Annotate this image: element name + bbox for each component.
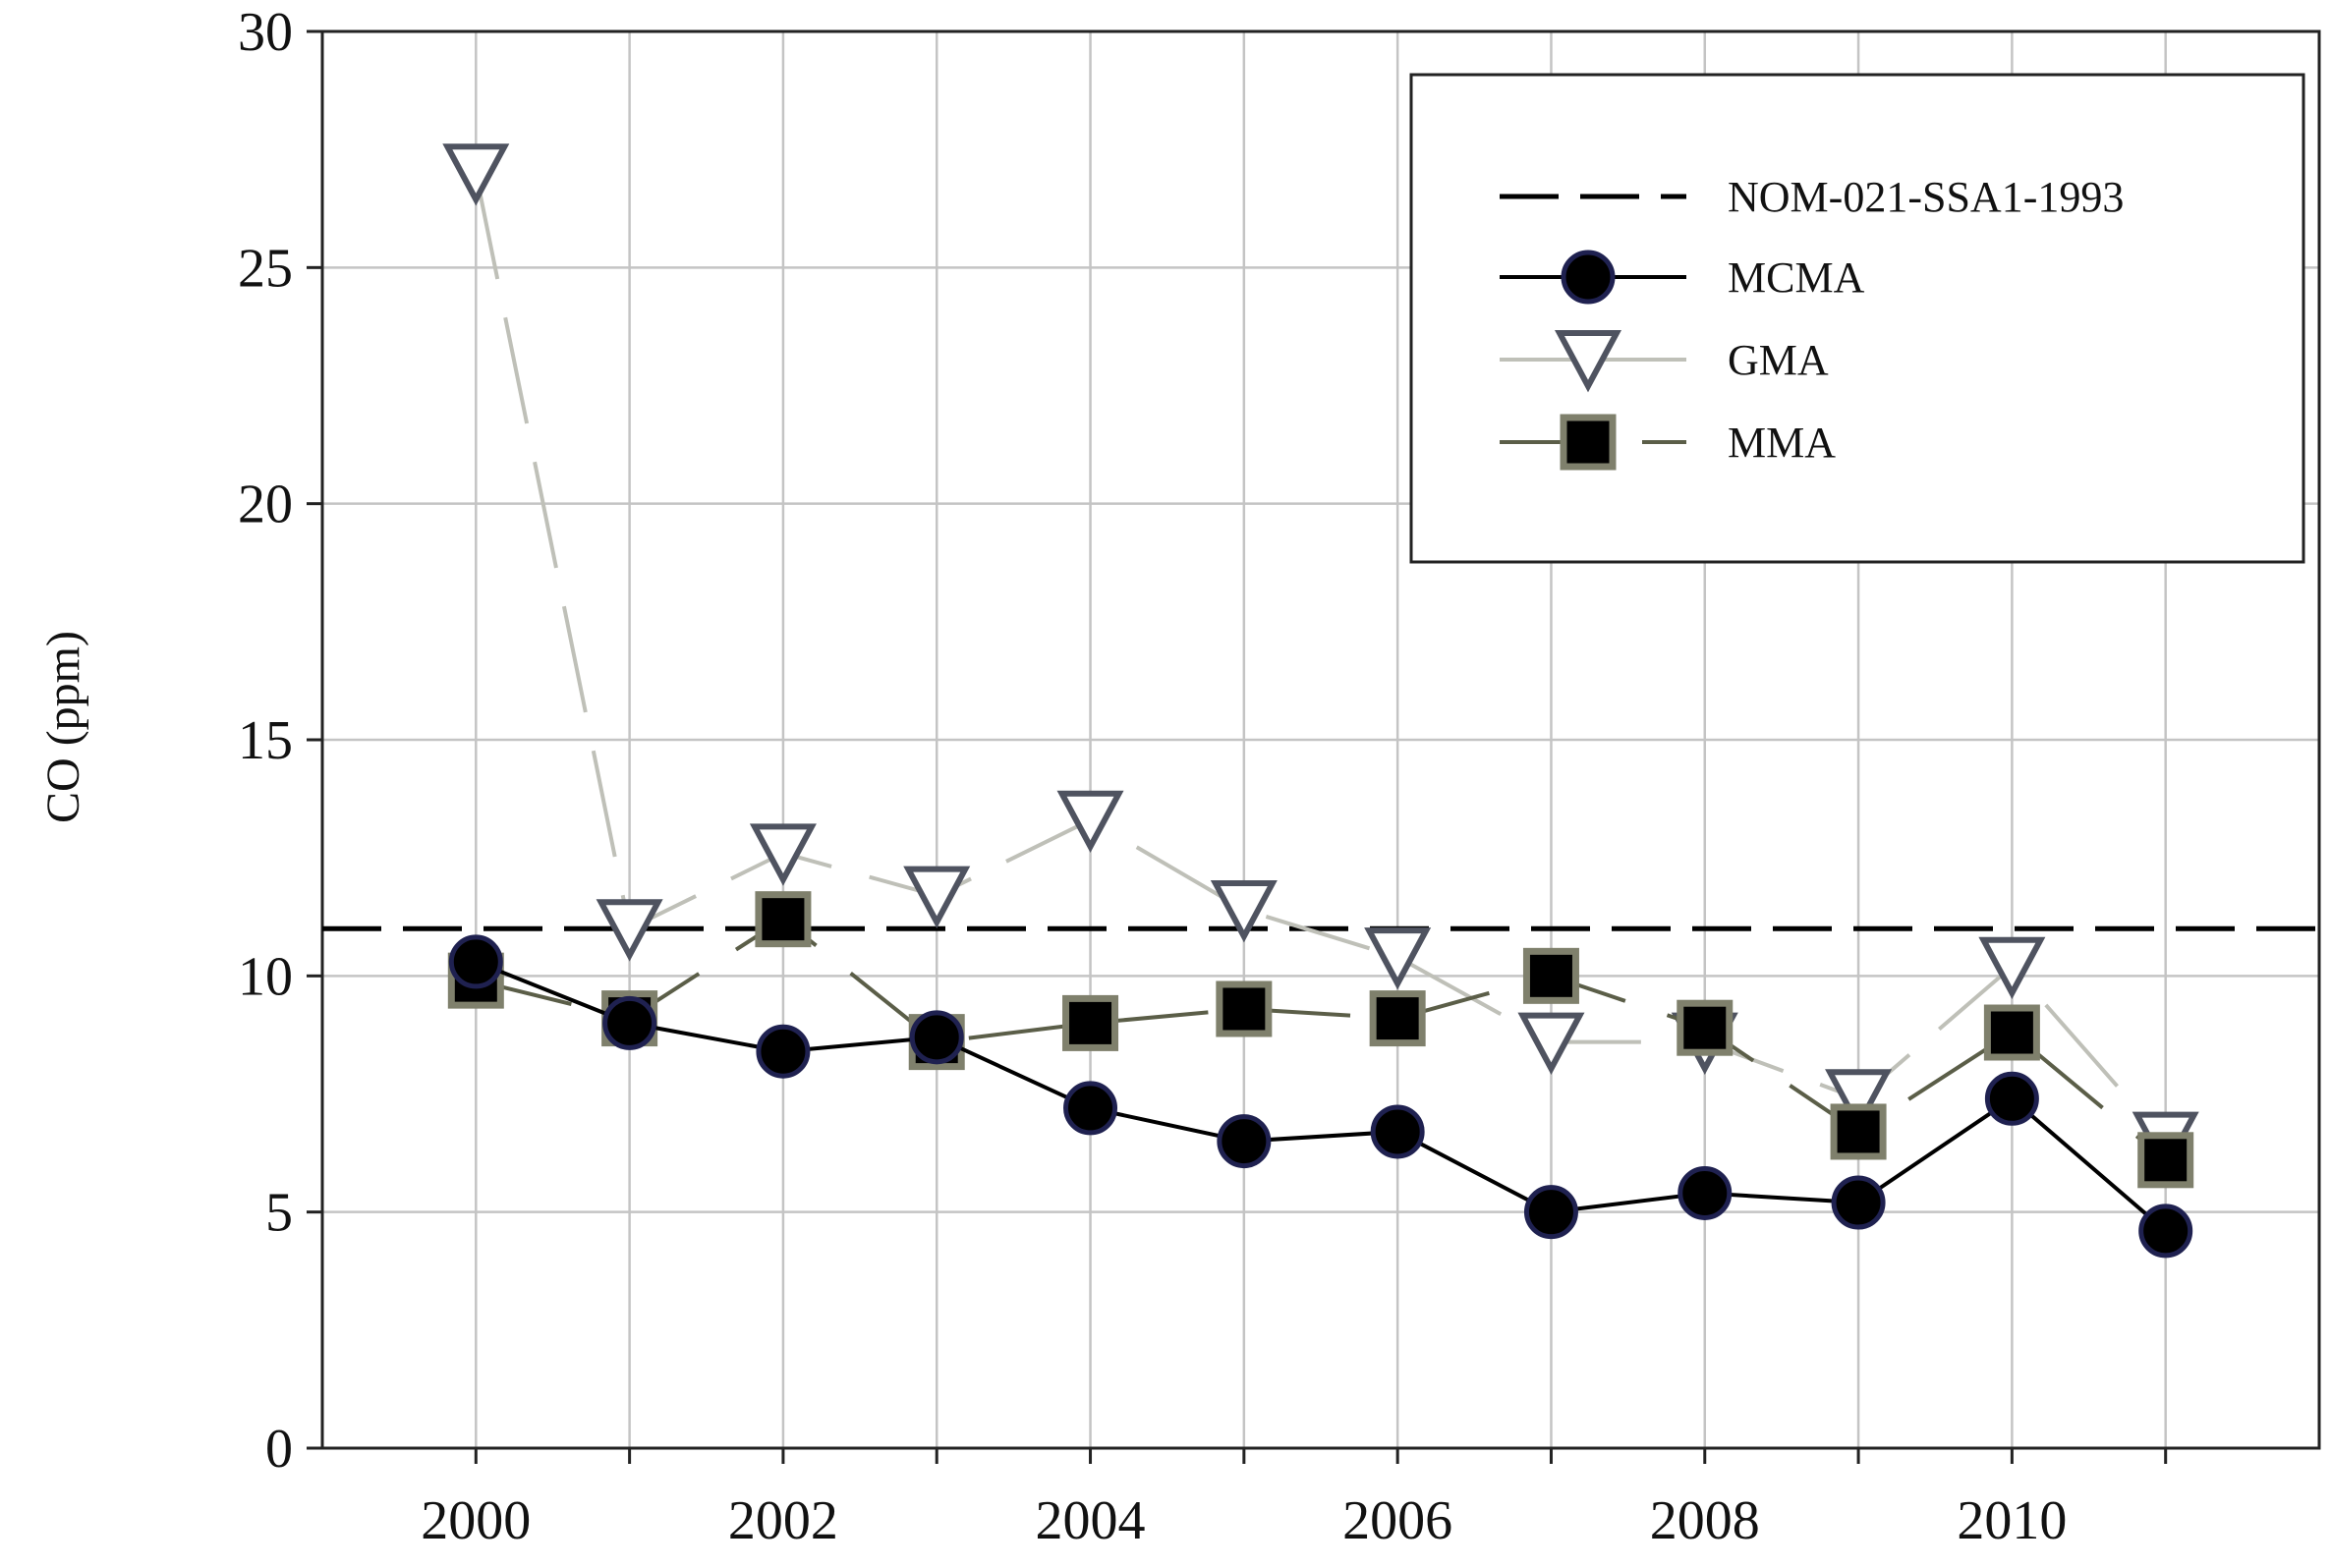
data-point-gma	[1210, 880, 1278, 943]
data-point-mcma	[909, 1010, 964, 1065]
legend-label-mcma: MCMA	[1728, 253, 1865, 302]
data-point-mcma	[1831, 1175, 1886, 1230]
legend-marker-mma	[1560, 414, 1617, 471]
data-point-mcma	[1217, 1114, 1272, 1169]
data-point-mcma	[448, 934, 503, 989]
x-tick-label: 2006	[1342, 1490, 1452, 1551]
y-tick-label: 30	[238, 2, 293, 63]
series-mcma	[448, 934, 2193, 1259]
data-point-mma	[1983, 1004, 2040, 1061]
data-point-gma	[1517, 1012, 1585, 1075]
data-point-mcma	[2138, 1204, 2193, 1259]
y-tick-label: 25	[238, 238, 293, 299]
x-tick-label: 2008	[1650, 1490, 1760, 1551]
legend-marker-mcma	[1561, 250, 1616, 305]
legend-label-mma: MMA	[1728, 419, 1836, 467]
legend-label-gma: GMA	[1728, 336, 1829, 384]
data-point-mcma	[1063, 1081, 1118, 1136]
y-tick-label: 20	[238, 475, 293, 535]
x-tick-label: 2000	[421, 1490, 531, 1551]
data-point-gma	[442, 143, 510, 206]
data-point-mcma	[1523, 1185, 1578, 1240]
data-point-mma	[1369, 990, 1426, 1047]
legend-label-reference: NOM-021-SSA1-1993	[1728, 173, 2124, 221]
legend-box	[1409, 73, 2305, 564]
y-tick-label: 10	[238, 946, 293, 1007]
data-point-gma	[596, 899, 663, 962]
y-tick-label: 0	[265, 1419, 293, 1480]
data-point-mma	[1216, 980, 1273, 1037]
data-point-mma	[755, 891, 812, 948]
data-point-gma	[1825, 1069, 1893, 1132]
y-tick-label: 5	[265, 1183, 293, 1244]
y-axis: 0 5 10 15 20 25 30	[238, 2, 322, 1480]
data-point-mma	[2137, 1132, 2194, 1189]
x-tick-label: 2010	[1957, 1490, 2067, 1551]
data-point-mma	[1062, 994, 1119, 1051]
y-axis-title: CO (ppm)	[37, 631, 89, 823]
data-point-mma	[1677, 999, 1734, 1056]
y-tick-label: 15	[238, 710, 293, 771]
x-tick-label: 2002	[728, 1490, 838, 1551]
legend-marker-gma	[1554, 330, 1622, 393]
data-point-gma	[1978, 936, 2046, 1000]
data-point-gma	[1364, 927, 1432, 990]
data-point-gma	[749, 823, 817, 886]
series-layer	[442, 143, 2199, 1259]
data-point-gma	[903, 866, 971, 928]
data-point-mcma	[602, 995, 657, 1050]
data-point-mcma	[1984, 1071, 2039, 1126]
x-axis: 2000 2002 2004 2006 2008 2010	[421, 1448, 2168, 1551]
x-tick-label: 2004	[1036, 1490, 1146, 1551]
data-point-mcma	[1370, 1104, 1425, 1159]
data-point-mcma	[756, 1024, 811, 1079]
data-point-gma	[1056, 790, 1124, 854]
legend: NOM-021-SSA1-1993 MCMA GMA MMA	[1409, 73, 2305, 564]
data-point-mma	[1830, 1103, 1887, 1160]
data-point-mma	[1522, 947, 1579, 1004]
data-point-mcma	[1677, 1165, 1733, 1220]
